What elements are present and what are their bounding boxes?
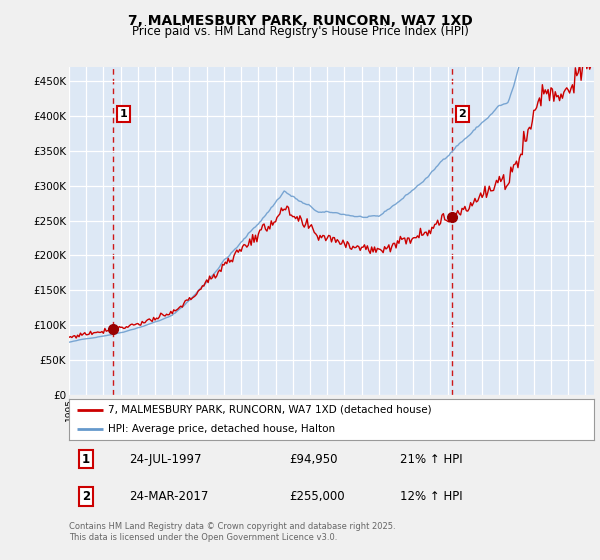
Text: £94,950: £94,950 [290, 452, 338, 465]
Text: 7, MALMESBURY PARK, RUNCORN, WA7 1XD: 7, MALMESBURY PARK, RUNCORN, WA7 1XD [128, 14, 472, 28]
Text: 21% ↑ HPI: 21% ↑ HPI [400, 452, 463, 465]
Text: 1: 1 [82, 452, 90, 465]
Text: 7, MALMESBURY PARK, RUNCORN, WA7 1XD (detached house): 7, MALMESBURY PARK, RUNCORN, WA7 1XD (de… [109, 405, 432, 415]
Text: 1: 1 [120, 109, 128, 119]
Text: 24-JUL-1997: 24-JUL-1997 [130, 452, 202, 465]
Text: 24-MAR-2017: 24-MAR-2017 [130, 491, 209, 503]
Text: HPI: Average price, detached house, Halton: HPI: Average price, detached house, Halt… [109, 424, 335, 434]
Text: 2: 2 [458, 109, 466, 119]
Text: 12% ↑ HPI: 12% ↑ HPI [400, 491, 463, 503]
Text: Contains HM Land Registry data © Crown copyright and database right 2025.: Contains HM Land Registry data © Crown c… [69, 522, 395, 531]
Text: This data is licensed under the Open Government Licence v3.0.: This data is licensed under the Open Gov… [69, 533, 337, 542]
Text: Price paid vs. HM Land Registry's House Price Index (HPI): Price paid vs. HM Land Registry's House … [131, 25, 469, 38]
Text: 2: 2 [82, 491, 90, 503]
Text: £255,000: £255,000 [290, 491, 345, 503]
